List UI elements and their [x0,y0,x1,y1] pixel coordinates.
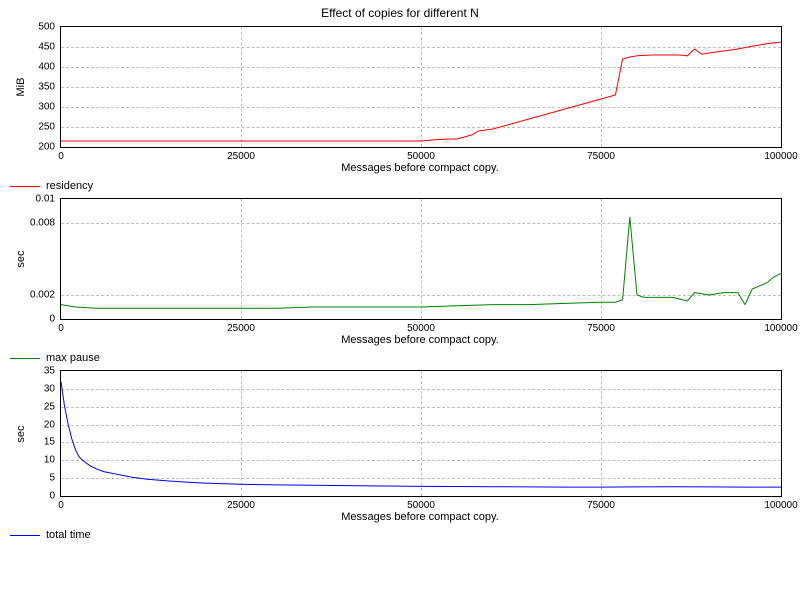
panel-residency: MiB2002503003504004505000250005000075000… [60,26,780,192]
x-tick-label: 0 [58,319,64,334]
y-tick-label: 250 [38,122,61,133]
panel-total_time: sec051015202530350250005000075000100000 M… [60,370,780,541]
x-tick-label: 25000 [227,496,255,511]
y-tick-label: 20 [44,419,61,430]
y-tick-label: 30 [44,383,61,394]
x-tick-label: 25000 [227,319,255,334]
y-tick-label: 500 [38,22,61,33]
x-axis-label: Messages before compact copy. [60,162,780,174]
plot-area: sec051015202530350250005000075000100000 [60,370,782,497]
x-tick-label: 100000 [764,496,797,511]
panel-max_pause: sec00.0020.0080.010250005000075000100000… [60,198,780,364]
x-tick-label: 25000 [227,147,255,162]
y-tick-label: 0.002 [30,290,61,301]
y-axis-label: MiB [15,78,27,97]
x-tick-label: 100000 [764,147,797,162]
legend: residency [10,180,780,192]
y-tick-label: 15 [44,437,61,448]
legend-label: max pause [46,352,100,364]
series-line [61,199,781,319]
y-axis-label: sec [15,250,27,267]
series-line [61,27,781,147]
y-tick-label: 35 [44,366,61,377]
y-tick-label: 10 [44,455,61,466]
legend-swatch [10,358,40,359]
x-axis-label: Messages before compact copy. [60,511,780,523]
x-tick-label: 0 [58,496,64,511]
x-tick-label: 75000 [587,496,615,511]
chart-container: Effect of copies for different N MiB2002… [0,0,800,600]
legend-swatch [10,535,40,536]
plot-area: sec00.0020.0080.010250005000075000100000 [60,198,782,320]
y-tick-label: 350 [38,82,61,93]
legend: total time [10,529,780,541]
chart-title: Effect of copies for different N [0,0,800,22]
legend-label: residency [46,180,93,192]
plot-area: MiB2002503003504004505000250005000075000… [60,26,782,148]
y-tick-label: 450 [38,42,61,53]
y-tick-label: 400 [38,62,61,73]
y-tick-label: 0.008 [30,218,61,229]
x-tick-label: 0 [58,147,64,162]
y-tick-label: 300 [38,102,61,113]
x-tick-label: 50000 [407,147,435,162]
panels-wrapper: MiB2002503003504004505000250005000075000… [0,26,800,541]
x-tick-label: 50000 [407,319,435,334]
series-line [61,371,781,496]
y-tick-label: 5 [49,473,61,484]
x-tick-label: 75000 [587,319,615,334]
x-axis-label: Messages before compact copy. [60,334,780,346]
x-tick-label: 100000 [764,319,797,334]
x-tick-label: 50000 [407,496,435,511]
x-tick-label: 75000 [587,147,615,162]
legend-label: total time [46,529,91,541]
y-axis-label: sec [15,425,27,442]
legend-swatch [10,186,40,187]
y-tick-label: 0.01 [36,194,61,205]
legend: max pause [10,352,780,364]
y-tick-label: 25 [44,401,61,412]
